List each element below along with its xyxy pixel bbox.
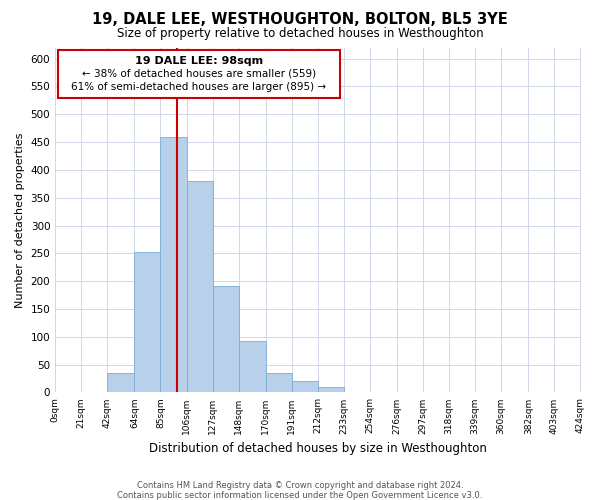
Bar [134,252,160,392]
Text: 19, DALE LEE, WESTHOUGHTON, BOLTON, BL5 3YE: 19, DALE LEE, WESTHOUGHTON, BOLTON, BL5 … [92,12,508,28]
Bar [266,373,292,392]
Bar [107,373,134,392]
Text: Contains public sector information licensed under the Open Government Licence v3: Contains public sector information licen… [118,490,482,500]
Bar [187,181,212,392]
Text: ← 38% of detached houses are smaller (559): ← 38% of detached houses are smaller (55… [82,69,316,79]
Bar [58,50,340,98]
Y-axis label: Number of detached properties: Number of detached properties [15,132,25,308]
Bar [292,382,318,392]
Bar [318,387,344,392]
X-axis label: Distribution of detached houses by size in Westhoughton: Distribution of detached houses by size … [149,442,487,455]
Text: Contains HM Land Registry data © Crown copyright and database right 2024.: Contains HM Land Registry data © Crown c… [137,480,463,490]
Bar [239,341,266,392]
Bar [160,136,187,392]
Text: 61% of semi-detached houses are larger (895) →: 61% of semi-detached houses are larger (… [71,82,326,92]
Bar [212,286,239,393]
Text: Size of property relative to detached houses in Westhoughton: Size of property relative to detached ho… [116,28,484,40]
Text: 19 DALE LEE: 98sqm: 19 DALE LEE: 98sqm [135,56,263,66]
